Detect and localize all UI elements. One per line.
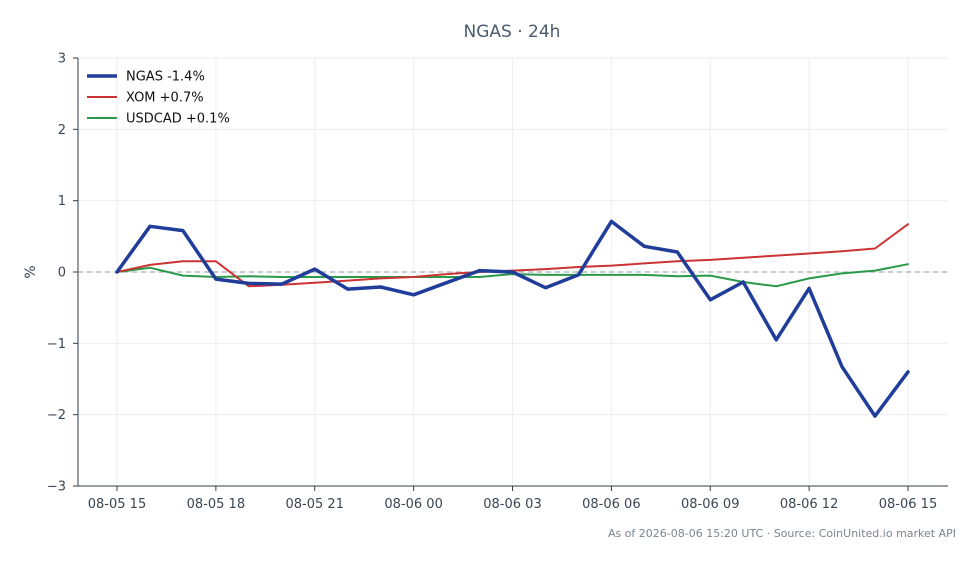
x-tick-label: 08-06 06 (582, 497, 640, 512)
legend-label-1: XOM +0.7% (126, 91, 204, 106)
x-tick-label: 08-05 15 (88, 497, 146, 512)
y-tick-label: −2 (47, 408, 66, 423)
x-tick-label: 08-06 09 (681, 497, 739, 512)
y-tick-label: 2 (58, 123, 66, 138)
x-tick-label: 08-05 18 (187, 497, 245, 512)
legend-label-2: USDCAD +0.1% (126, 112, 230, 127)
footer-note: As of 2026-08-06 15:20 UTC · Source: Coi… (608, 527, 956, 540)
x-tick-label: 08-05 21 (286, 497, 344, 512)
y-tick-label: 3 (58, 52, 66, 67)
y-tick-label: 0 (58, 266, 66, 281)
y-axis-ticks: 3 2 1 0 −1 −2 −3 (47, 52, 78, 495)
series-line-0 (115, 219, 910, 418)
y-tick-label: −1 (47, 337, 66, 352)
legend-label-0: NGAS -1.4% (126, 70, 205, 85)
legend: NGAS -1.4% XOM +0.7% USDCAD +0.1% (87, 70, 230, 127)
chart-title: NGAS · 24h (464, 22, 561, 42)
x-tick-label: 08-06 12 (780, 497, 838, 512)
y-tick-label: 1 (58, 194, 66, 209)
y-axis-label: % (23, 265, 39, 278)
y-tick-label: −3 (47, 480, 66, 495)
series-line-2 (116, 263, 909, 288)
series-lines (115, 219, 910, 418)
x-axis-ticks: 08-05 15 08-05 18 08-05 21 08-06 00 08-06 03… (88, 486, 937, 512)
x-tick-label: 08-06 15 (879, 497, 937, 512)
x-tick-label: 08-06 00 (384, 497, 442, 512)
x-tick-label: 08-06 03 (483, 497, 541, 512)
